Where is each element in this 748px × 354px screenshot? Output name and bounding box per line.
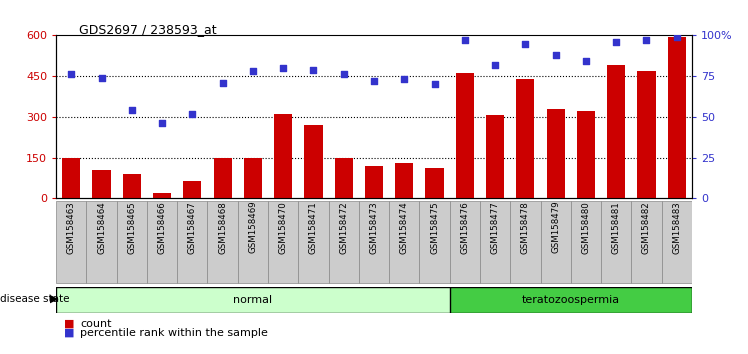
Text: GSM158469: GSM158469: [248, 201, 257, 253]
Bar: [274, 114, 292, 198]
Point: [640, 38, 652, 43]
Point: [247, 68, 259, 74]
Point: [156, 120, 168, 126]
FancyBboxPatch shape: [268, 201, 298, 283]
Text: GSM158475: GSM158475: [430, 201, 439, 253]
Bar: [334, 158, 353, 198]
Point: [338, 72, 350, 77]
Point: [610, 39, 622, 45]
Point: [96, 75, 108, 81]
Text: GSM158476: GSM158476: [460, 201, 469, 253]
Point: [550, 52, 562, 58]
FancyBboxPatch shape: [117, 201, 147, 283]
FancyBboxPatch shape: [631, 201, 662, 283]
Bar: [426, 169, 444, 198]
Point: [459, 38, 470, 43]
Bar: [577, 112, 595, 198]
Text: GSM158467: GSM158467: [188, 201, 197, 253]
Bar: [395, 163, 414, 198]
Text: disease state: disease state: [0, 294, 70, 304]
Point: [489, 62, 501, 68]
Point: [580, 59, 592, 64]
Bar: [365, 166, 383, 198]
Bar: [244, 158, 262, 198]
Bar: [637, 71, 655, 198]
Text: GSM158481: GSM158481: [612, 201, 621, 253]
Point: [217, 80, 229, 85]
FancyBboxPatch shape: [389, 201, 420, 283]
FancyBboxPatch shape: [541, 201, 571, 283]
Text: teratozoospermia: teratozoospermia: [522, 295, 620, 305]
Bar: [123, 174, 141, 198]
Bar: [486, 115, 504, 198]
FancyBboxPatch shape: [420, 201, 450, 283]
Text: GSM158465: GSM158465: [127, 201, 136, 253]
FancyBboxPatch shape: [480, 201, 510, 283]
Text: ■: ■: [64, 319, 74, 329]
Point: [429, 81, 441, 87]
FancyBboxPatch shape: [238, 201, 268, 283]
Text: GSM158468: GSM158468: [218, 201, 227, 253]
Bar: [183, 181, 201, 198]
Point: [307, 67, 319, 73]
Text: GSM158482: GSM158482: [642, 201, 651, 253]
Text: ▶: ▶: [50, 294, 58, 304]
FancyBboxPatch shape: [177, 201, 207, 283]
FancyBboxPatch shape: [662, 201, 692, 283]
FancyBboxPatch shape: [571, 201, 601, 283]
Text: GSM158483: GSM158483: [672, 201, 681, 253]
Text: percentile rank within the sample: percentile rank within the sample: [80, 328, 268, 338]
Text: GSM158473: GSM158473: [370, 201, 378, 253]
Bar: [213, 158, 232, 198]
Bar: [607, 65, 625, 198]
Point: [368, 78, 380, 84]
FancyBboxPatch shape: [359, 201, 389, 283]
Bar: [668, 37, 686, 198]
Bar: [456, 73, 474, 198]
FancyBboxPatch shape: [56, 201, 86, 283]
Bar: [516, 79, 535, 198]
FancyBboxPatch shape: [328, 201, 359, 283]
Text: GSM158463: GSM158463: [67, 201, 76, 253]
Text: GSM158472: GSM158472: [340, 201, 349, 253]
FancyBboxPatch shape: [298, 201, 328, 283]
FancyBboxPatch shape: [510, 201, 541, 283]
FancyBboxPatch shape: [601, 201, 631, 283]
Text: GSM158470: GSM158470: [279, 201, 288, 253]
FancyBboxPatch shape: [147, 201, 177, 283]
Point: [65, 72, 77, 77]
FancyBboxPatch shape: [207, 201, 238, 283]
Text: GSM158478: GSM158478: [521, 201, 530, 253]
FancyBboxPatch shape: [56, 287, 450, 313]
Text: GDS2697 / 238593_at: GDS2697 / 238593_at: [79, 23, 216, 36]
FancyBboxPatch shape: [450, 201, 480, 283]
Point: [126, 108, 138, 113]
Text: ■: ■: [64, 328, 74, 338]
Point: [519, 41, 531, 46]
Text: GSM158479: GSM158479: [551, 201, 560, 253]
Text: count: count: [80, 319, 111, 329]
Text: GSM158466: GSM158466: [158, 201, 167, 253]
Point: [671, 34, 683, 40]
Point: [278, 65, 289, 71]
Text: GSM158480: GSM158480: [581, 201, 590, 253]
Bar: [62, 158, 80, 198]
Bar: [153, 193, 171, 198]
Bar: [93, 170, 111, 198]
Point: [186, 111, 198, 116]
Text: GSM158477: GSM158477: [491, 201, 500, 253]
Text: GSM158464: GSM158464: [97, 201, 106, 253]
FancyBboxPatch shape: [86, 201, 117, 283]
FancyBboxPatch shape: [450, 287, 692, 313]
Text: GSM158474: GSM158474: [399, 201, 408, 253]
Bar: [547, 109, 565, 198]
Bar: [304, 125, 322, 198]
Point: [398, 76, 410, 82]
Text: normal: normal: [233, 295, 272, 305]
Text: GSM158471: GSM158471: [309, 201, 318, 253]
